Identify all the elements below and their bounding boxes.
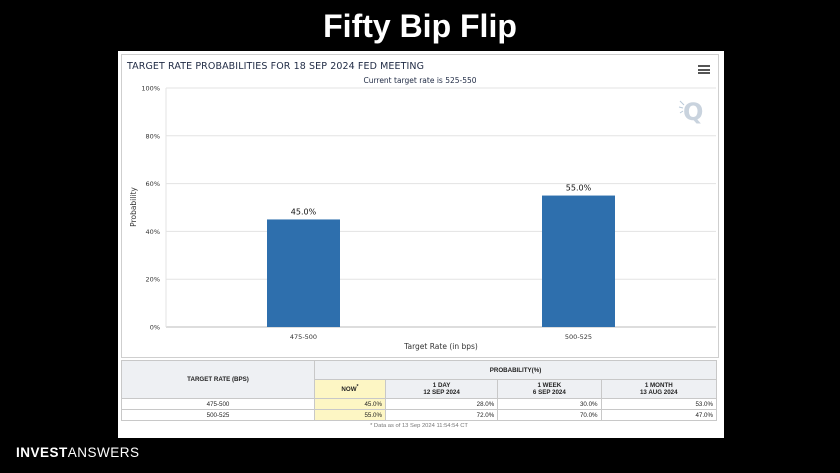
col-1week-label: 1 WEEK: [537, 382, 562, 389]
row-now: 55.0%: [314, 409, 386, 421]
col-1month-label: 1 MONTH: [644, 382, 673, 389]
col-1week-date: 6 SEP 2024: [532, 389, 566, 396]
x-axis-label: Target Rate (in bps): [403, 342, 478, 351]
col-1month-date: 13 AUG 2024: [639, 389, 678, 396]
chart-title: TARGET RATE PROBABILITIES FOR 18 SEP 202…: [127, 61, 425, 72]
brand-light-text: ANSWERS: [67, 445, 140, 460]
q-logo-icon: Q: [678, 98, 703, 126]
table-row: 500-525 55.0% 72.0% 70.0% 47.0%: [121, 409, 718, 421]
row-1month: 53.0%: [600, 398, 718, 410]
investanswers-logo: INVESTANSWERS: [16, 445, 140, 460]
data-timestamp-note: * Data as of 13 Sep 2024 11:54:54 CT: [370, 423, 468, 429]
row-1day: 28.0%: [384, 398, 499, 410]
y-tick-label: 0%: [150, 324, 160, 332]
bar[interactable]: [542, 195, 615, 327]
col-now-mark: *: [356, 384, 359, 391]
y-tick-label: 100%: [141, 85, 160, 93]
row-rate: 500-525: [121, 409, 315, 421]
y-axis-label: Probability: [129, 187, 138, 227]
col-target-rate-header: TARGET RATE (BPS): [121, 360, 315, 399]
col-probability-header: PROBABILITY(%): [314, 360, 717, 380]
row-1week: 30.0%: [497, 398, 602, 410]
col-1day-label: 1 DAY: [432, 382, 451, 389]
row-1week: 70.0%: [497, 409, 602, 421]
table-row: 475-500 45.0% 28.0% 30.0% 53.0%: [121, 398, 718, 410]
chart-subtitle: Current target rate is 525-550: [363, 76, 477, 85]
bar-data-label: 45.0%: [291, 207, 317, 216]
col-now-label: NOW: [341, 386, 357, 394]
probability-table: TARGET RATE (BPS) PROBABILITY(%) NOW* 1 …: [121, 360, 718, 421]
row-1day: 72.0%: [384, 409, 499, 421]
fedwatch-panel: TARGET RATE PROBABILITIES FOR 18 SEP 202…: [118, 51, 724, 438]
y-tick-label: 40%: [146, 228, 160, 236]
col-1week-header: 1 WEEK 6 SEP 2024: [497, 379, 602, 399]
svg-text:Q: Q: [683, 98, 703, 126]
bar-chart: 0% 20% 40% 60% 80% 100% 45.0% 475-500 55.0% 500-5…: [129, 85, 716, 351]
col-1day-header: 1 DAY 12 SEP 2024: [384, 379, 499, 399]
brand-bold-text: INVEST: [16, 445, 68, 460]
probability-table-wrap: TARGET RATE (BPS) PROBABILITY(%) NOW* 1 …: [121, 360, 718, 429]
col-1day-date: 12 SEP 2024: [423, 389, 460, 396]
row-now: 45.0%: [314, 398, 386, 410]
row-1month: 47.0%: [600, 409, 718, 421]
y-tick-label: 20%: [146, 276, 160, 284]
bar-data-label: 55.0%: [566, 184, 592, 193]
x-tick-label: 500-525: [565, 333, 592, 341]
col-1month-header: 1 MONTH 13 AUG 2024: [600, 379, 718, 399]
row-rate: 475-500: [121, 398, 315, 410]
slide-title: Fifty Bip Flip: [323, 8, 517, 44]
chart-container: TARGET RATE PROBABILITIES FOR 18 SEP 202…: [121, 54, 719, 358]
y-tick-label: 60%: [146, 180, 160, 188]
col-now-header: NOW*: [314, 379, 386, 399]
x-tick-label: 475-500: [290, 333, 317, 341]
y-tick-label: 80%: [146, 132, 160, 140]
bar[interactable]: [267, 219, 340, 327]
hamburger-menu-icon[interactable]: [698, 65, 710, 74]
